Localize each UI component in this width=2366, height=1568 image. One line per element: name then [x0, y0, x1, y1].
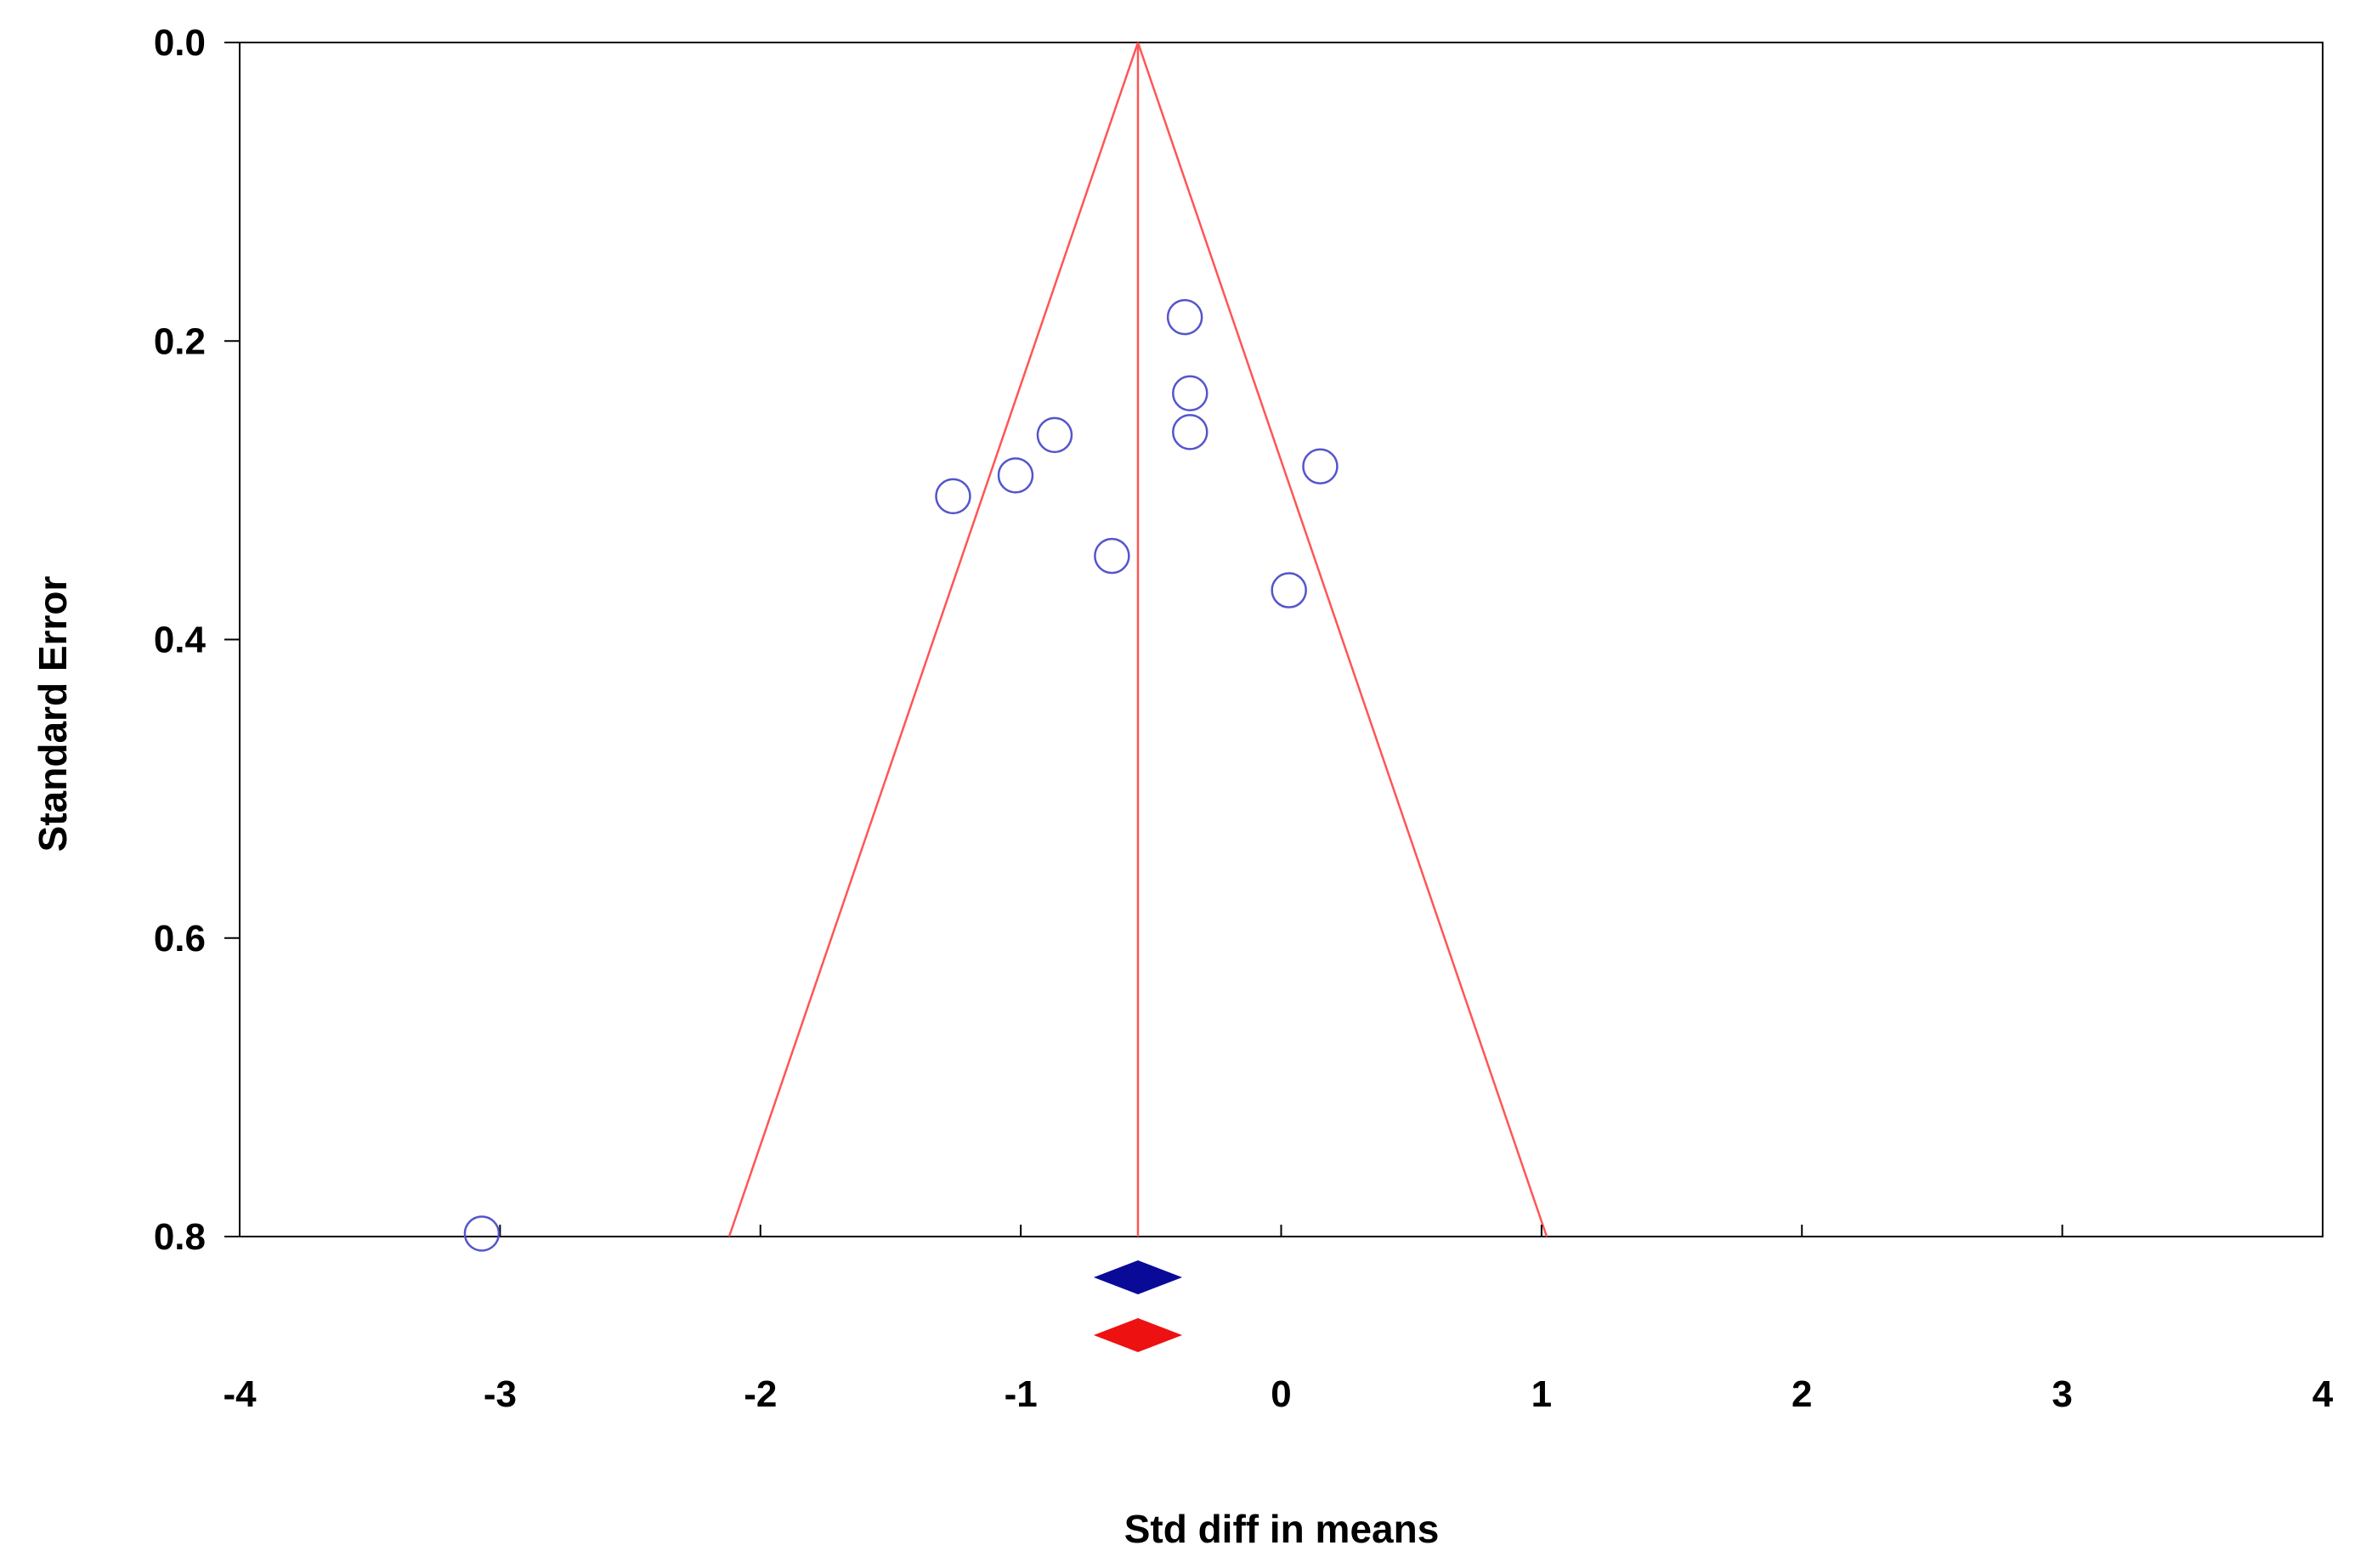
data-point — [463, 1215, 501, 1252]
x-tick-label: 3 — [2052, 1373, 2072, 1415]
plot-frame — [239, 42, 2324, 1237]
x-tick-label: -3 — [484, 1373, 517, 1415]
data-point — [1271, 572, 1307, 609]
data-point — [1172, 414, 1208, 450]
y-tick-label: 0.4 — [154, 620, 207, 661]
y-axis-title: Standard Error — [31, 576, 75, 852]
x-tick-label: -4 — [223, 1373, 257, 1415]
y-tick-label: 0.8 — [154, 1216, 206, 1258]
data-point — [1172, 375, 1208, 411]
funnel-right-line — [1136, 42, 1548, 1237]
x-tick-label: 1 — [1531, 1373, 1552, 1415]
x-axis-title: Std diff in means — [1124, 1507, 1440, 1551]
plot-area: 0.0 0.2 0.4 0.6 0.8 -4 -3 -2 -1 0 1 2 3 4 — [154, 22, 2334, 1415]
x-tick-label: -2 — [744, 1373, 777, 1415]
data-point — [1036, 416, 1073, 454]
data-point — [1302, 448, 1339, 485]
data-point — [997, 457, 1034, 494]
y-tick-label: 0.2 — [154, 320, 206, 362]
y-tick-label: 0.0 — [154, 22, 206, 64]
x-tick-label: 0 — [1271, 1373, 1291, 1415]
x-tick-label: 2 — [1791, 1373, 1812, 1415]
x-tick-label: -1 — [1005, 1373, 1038, 1415]
funnel-left-line — [727, 42, 1140, 1237]
data-point — [1166, 298, 1203, 336]
y-tick-label: 0.6 — [154, 918, 206, 959]
data-point — [1094, 537, 1130, 575]
summary-diamond-adjusted — [1093, 1318, 1183, 1352]
summary-diamond-observed — [1093, 1260, 1183, 1294]
x-tick-label: 4 — [2312, 1373, 2334, 1415]
data-point — [935, 478, 971, 515]
